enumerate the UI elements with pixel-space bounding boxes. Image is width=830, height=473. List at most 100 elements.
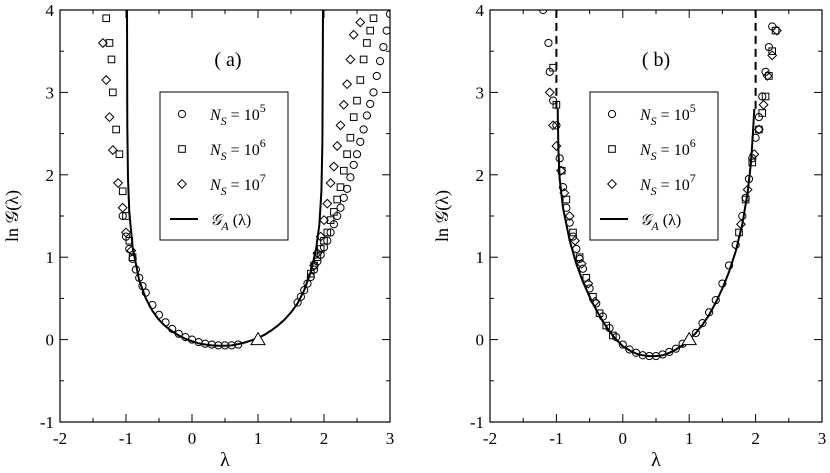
data-point-circle [148, 300, 157, 310]
y-axis-label: ln 𝒢(λ) [432, 190, 453, 242]
data-point-circle [366, 99, 375, 109]
data-point-circle [207, 340, 216, 349]
legend-symbol-square [608, 145, 616, 153]
data-point-square [330, 208, 338, 216]
data-point-circle [339, 193, 348, 202]
data-point-circle [349, 160, 358, 170]
x-tick-label: -2 [53, 429, 67, 448]
data-point-circle [300, 286, 309, 295]
analytic-curve [126, 10, 324, 347]
legend: NS = 105 NS = 106 NS = 107 𝒢A (λ) [589, 91, 719, 241]
data-point-square [609, 331, 617, 340]
y-tick-label: 1 [46, 248, 55, 267]
data-point-diamond [309, 260, 320, 271]
data-point-square [336, 183, 345, 191]
data-point-circle [698, 319, 707, 328]
x-tick-label: 1 [685, 429, 694, 448]
data-point-square [575, 253, 584, 261]
data-point-diamond [328, 161, 339, 172]
data-point-circle [645, 351, 654, 361]
y-tick-label: -1 [470, 413, 484, 432]
data-point-square [346, 133, 355, 142]
y-axis-label: ln 𝒢(λ) [2, 190, 23, 242]
analytic-curve [556, 108, 756, 358]
y-tick-label: 4 [46, 1, 55, 20]
data-point-circle [372, 71, 381, 81]
data-point-circle [572, 244, 581, 254]
data-point-diamond [325, 178, 336, 189]
data-point-diamond [559, 187, 570, 198]
data-point-circle [544, 38, 553, 48]
data-point-diamond [583, 278, 594, 289]
data-point-square [755, 125, 763, 134]
data-point-circle [168, 324, 177, 333]
data-point-square [768, 47, 777, 56]
data-point-circle [748, 154, 757, 163]
data-point-diamond [97, 37, 108, 48]
data-point-square [112, 125, 120, 134]
data-point-diamond [548, 120, 559, 131]
data-point-circle [625, 345, 634, 354]
data-point-circle [568, 232, 578, 241]
x-tick-label: -1 [119, 429, 133, 448]
data-layer [539, 10, 782, 361]
data-point-square [602, 321, 611, 330]
data-point-square [107, 55, 116, 64]
data-point-diamond [762, 70, 773, 81]
data-point-square [109, 88, 117, 97]
data-point-square [356, 76, 365, 84]
data-point-circle [751, 133, 760, 142]
data-point-circle [131, 265, 140, 274]
data-point-square [366, 26, 374, 35]
data-point-square [333, 195, 341, 204]
data-point-circle [731, 240, 740, 249]
data-point-diamond [322, 198, 333, 209]
data-point-circle [376, 56, 385, 66]
data-point-diamond [355, 17, 366, 28]
data-point-square [343, 150, 351, 158]
series-square [102, 14, 378, 278]
y-tick-label: 3 [476, 83, 485, 102]
data-point-square [310, 261, 318, 270]
data-point-circle [385, 10, 390, 19]
data-point-diamond [564, 210, 575, 222]
data-point-circle [671, 344, 681, 353]
data-point-circle [336, 203, 345, 212]
data-point-circle [665, 347, 674, 357]
data-point-circle [135, 273, 144, 282]
triangle-marker [681, 331, 698, 346]
data-point-square [105, 39, 114, 47]
legend-entry-label: NS = 106 [639, 136, 696, 163]
triangle-marker [250, 331, 266, 346]
data-point-circle [565, 218, 574, 227]
data-point-diamond [753, 124, 764, 135]
data-point-square [369, 14, 378, 23]
data-point-square [735, 228, 743, 237]
data-point-diamond [345, 54, 356, 65]
data-point-diamond [342, 79, 353, 90]
data-point-circle [303, 279, 312, 288]
legend-box [589, 91, 719, 241]
panel-label: ( a) [214, 49, 241, 71]
data-point-square [761, 92, 770, 101]
legend-symbol-diamond [176, 178, 188, 190]
y-tick-label: 0 [476, 331, 485, 350]
data-point-square [758, 109, 767, 117]
legend-entry-label: 𝒢A (λ) [210, 212, 251, 233]
x-tick-label: 2 [751, 429, 760, 448]
series-diamond [544, 25, 782, 307]
data-point-diamond [117, 202, 128, 213]
data-point-diamond [758, 99, 769, 110]
data-point-square [562, 195, 571, 204]
data-point-diamond [312, 248, 323, 259]
data-point-circle [558, 183, 568, 192]
data-point-square [349, 113, 358, 121]
data-point-diamond [338, 99, 349, 110]
y-tick-label: -1 [40, 413, 54, 432]
data-point-circle [618, 340, 627, 349]
data-point-square [552, 100, 561, 109]
data-point-circle [578, 264, 588, 273]
x-tick-label: 2 [320, 429, 329, 448]
data-point-diamond [749, 149, 760, 160]
